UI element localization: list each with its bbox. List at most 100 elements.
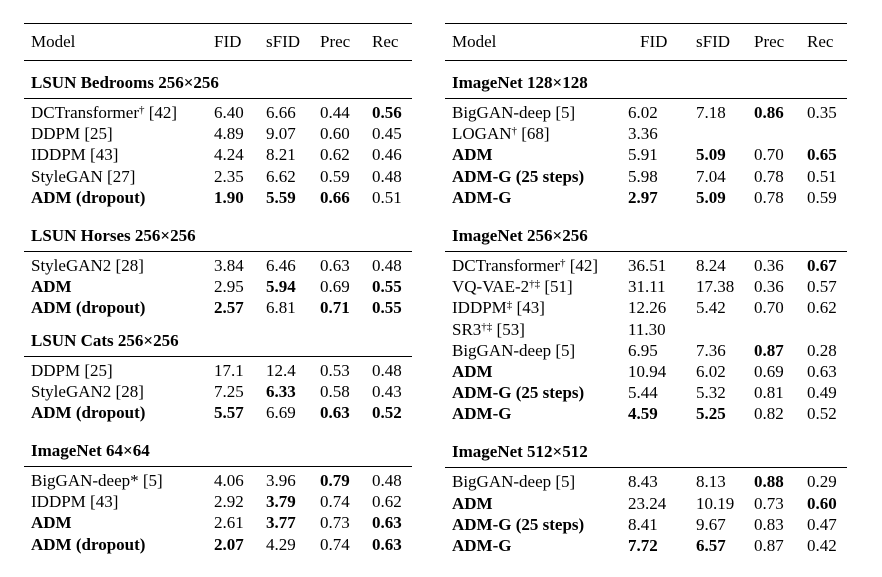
table-row: ADM (dropout) 1.90 5.59 0.66 0.51 [24, 187, 412, 208]
table-row: ADM-G (25 steps) 5.98 7.04 0.78 0.51 [445, 166, 847, 187]
header-sfid: sFID [266, 32, 301, 51]
fid-value: 6.40 [214, 103, 244, 122]
table-header: Model FID sFID Prec Rec [24, 23, 412, 61]
model-name-cell: ADM (dropout) [31, 297, 145, 318]
model-name-cell: ADM-G (25 steps) [452, 514, 584, 535]
prec-value: 0.73 [320, 513, 350, 533]
sfid-value: 3.77 [266, 513, 296, 533]
prec-value: 0.36 [754, 277, 784, 297]
sfid-value: 5.25 [696, 404, 726, 424]
prec-value: 0.70 [754, 298, 784, 318]
section-title-text: ImageNet 256×256 [452, 225, 588, 245]
fid-value: 5.57 [214, 402, 244, 422]
fid-value: 5.91 [628, 145, 658, 165]
sfid-value: 10.19 [696, 493, 735, 513]
model-name: ADM (dropout) [31, 402, 146, 422]
table-row: BigGAN-deep [5] 6.02 7.18 0.86 0.35 [445, 102, 847, 123]
sfid-value: 4.29 [266, 534, 296, 554]
fid-value: 11.30 [628, 319, 666, 339]
table-row: ADM 2.95 5.94 0.69 0.55 [24, 276, 412, 297]
citation: [42] [565, 255, 599, 275]
model-name: StyleGAN [27] [31, 166, 136, 186]
section-title: LSUN Horses 256×256 [24, 214, 412, 252]
table-row: BigGAN-deep [5] 6.95 7.36 0.87 0.28 [445, 340, 847, 361]
results-section: ImageNet 512×512 BigGAN-deep [5] 8.43 8.13 0… [445, 430, 847, 556]
rec-value: 0.51 [372, 187, 402, 207]
model-name-cell: ADM (dropout) [31, 534, 145, 555]
table-row: ADM (dropout) 5.57 6.69 0.63 0.52 [24, 402, 412, 423]
fid-value: 2.92 [214, 492, 244, 512]
prec-value: 0.78 [754, 187, 784, 207]
prec-value: 0.70 [754, 145, 784, 165]
left-results-table: Model FID sFID Prec Rec LSUN Bedrooms 25… [24, 23, 412, 555]
prec-value: 0.58 [320, 381, 350, 401]
header-rec: Rec [807, 32, 834, 51]
rec-value: 0.48 [372, 360, 402, 380]
model-name-cell: ADM-G (25 steps) [452, 166, 584, 187]
section-title-text: LSUN Cats 256×256 [31, 330, 179, 350]
section-title: ImageNet 64×64 [24, 429, 412, 468]
model-name: ADM-G (25 steps) [452, 383, 585, 403]
model-name-cell: ADM [452, 144, 493, 165]
prec-value: 0.74 [320, 492, 350, 512]
model-name: ADM-G (25 steps) [452, 166, 585, 186]
section-title: ImageNet 512×512 [445, 430, 847, 469]
prec-value: 0.79 [320, 471, 350, 491]
prec-value: 0.44 [320, 103, 350, 122]
model-name: ADM (dropout) [31, 187, 146, 207]
rec-value: 0.65 [807, 145, 837, 165]
sfid-value: 8.13 [696, 472, 726, 492]
prec-value: 0.62 [320, 145, 350, 165]
sfid-value: 12.4 [266, 360, 296, 380]
model-name-cell: SR3†‡ [53] [452, 319, 525, 340]
sfid-value: 8.21 [266, 145, 296, 165]
citation: [51] [540, 277, 573, 297]
header-prec: Prec [754, 32, 785, 51]
fid-value: 23.24 [628, 493, 667, 513]
rec-value: 0.51 [807, 166, 837, 186]
table-row: ADM-G 7.72 6.57 0.87 0.42 [445, 535, 847, 556]
results-section: LSUN Cats 256×256 DDPM [25] 17.1 12.4 0.53 0.… [24, 319, 412, 430]
prec-value: 0.82 [754, 404, 784, 424]
model-name-cell: DCTransformer† [42] [31, 102, 177, 123]
model-name-cell: StyleGAN2 [28] [31, 381, 144, 402]
rec-value: 0.63 [372, 513, 402, 533]
table-row: ADM 23.24 10.19 0.73 0.60 [445, 493, 847, 514]
fid-value: 2.97 [628, 187, 658, 207]
model-name: ADM-G [452, 404, 512, 424]
fid-value: 7.25 [214, 381, 244, 401]
fid-value: 2.61 [214, 513, 244, 533]
model-name: ADM (dropout) [31, 534, 146, 554]
model-name: StyleGAN2 [28] [31, 255, 144, 275]
model-name: BigGAN-deep* [5] [31, 471, 163, 491]
model-name-cell: BigGAN-deep [5] [452, 102, 575, 123]
footnote-marker: † [138, 104, 145, 116]
table-row: IDDPM‡ [43] 12.26 5.42 0.70 0.62 [445, 297, 847, 318]
sfid-value: 6.33 [266, 381, 296, 401]
fid-value: 2.57 [214, 298, 244, 318]
rec-value: 0.45 [372, 124, 402, 144]
section-rows: BigGAN-deep* [5] 4.06 3.96 0.79 0.48 IDDPM [4… [24, 467, 412, 555]
model-name-cell: IDDPM [43] [31, 144, 118, 165]
right-results-table: Model FID sFID Prec Rec ImageNet 128×128… [445, 23, 847, 556]
model-name-cell: BigGAN-deep* [5] [31, 470, 163, 491]
rec-value: 0.67 [807, 255, 837, 275]
table-row: ADM (dropout) 2.07 4.29 0.74 0.63 [24, 534, 412, 555]
table-row: ADM-G (25 steps) 5.44 5.32 0.81 0.49 [445, 382, 847, 403]
sfid-value: 7.18 [696, 103, 726, 122]
section-title: ImageNet 128×128 [445, 61, 847, 99]
footnote-marker: †‡ [481, 320, 493, 333]
model-name: ADM [452, 145, 493, 165]
prec-value: 0.87 [754, 340, 784, 360]
rec-value: 0.46 [372, 145, 402, 165]
model-name-cell: LOGAN† [68] [452, 123, 550, 144]
fid-value: 8.41 [628, 514, 658, 534]
sfid-value: 9.07 [266, 124, 296, 144]
table-row: ADM-G 2.97 5.09 0.78 0.59 [445, 187, 847, 208]
results-section: ImageNet 128×128 BigGAN-deep [5] 6.02 7.18 0… [445, 61, 847, 214]
model-name-cell: ADM [31, 276, 72, 297]
rec-value: 0.52 [372, 402, 402, 422]
sfid-value: 5.09 [696, 187, 726, 207]
table-row: DDPM [25] 4.89 9.07 0.60 0.45 [24, 123, 412, 144]
model-name: LOGAN [452, 124, 512, 144]
